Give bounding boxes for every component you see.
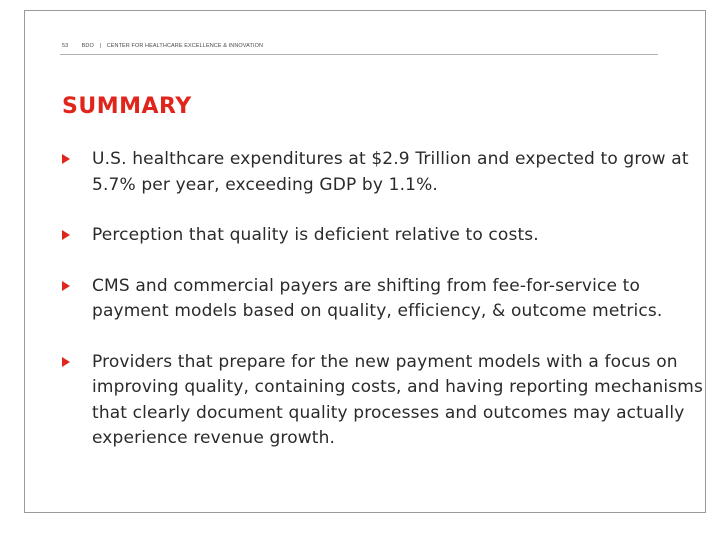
bullet-item: U.S. healthcare expenditures at $2.9 Tri… [62,147,712,198]
slide-header: 53 BDO | CENTER FOR HEALTHCARE EXCELLENC… [62,43,263,49]
slide-title: SUMMARY [62,94,192,119]
bullet-text: Providers that prepare for the new payme… [92,351,704,449]
header-divider [60,54,658,55]
page-number: 53 [62,43,69,49]
triangle-right-icon [62,356,70,367]
center-name: CENTER FOR HEALTHCARE EXCELLENCE & INNOV… [106,43,264,49]
bullet-list: U.S. healthcare expenditures at $2.9 Tri… [62,147,712,452]
triangle-right-icon [62,154,70,164]
org-name: BDO [81,43,94,49]
triangle-right-icon [62,230,70,240]
bullet-text: CMS and commercial payers are shifting f… [92,275,663,322]
bullet-text: U.S. healthcare expenditures at $2.9 Tri… [92,149,689,195]
bullet-item: CMS and commercial payers are shifting f… [62,274,712,325]
header-separator: | [99,43,102,49]
slide-frame [24,10,706,513]
bullet-item: Perception that quality is deficient rel… [62,223,712,249]
triangle-right-icon [62,280,70,291]
bullet-text: Perception that quality is deficient rel… [92,225,539,245]
bullet-item: Providers that prepare for the new payme… [62,350,712,452]
